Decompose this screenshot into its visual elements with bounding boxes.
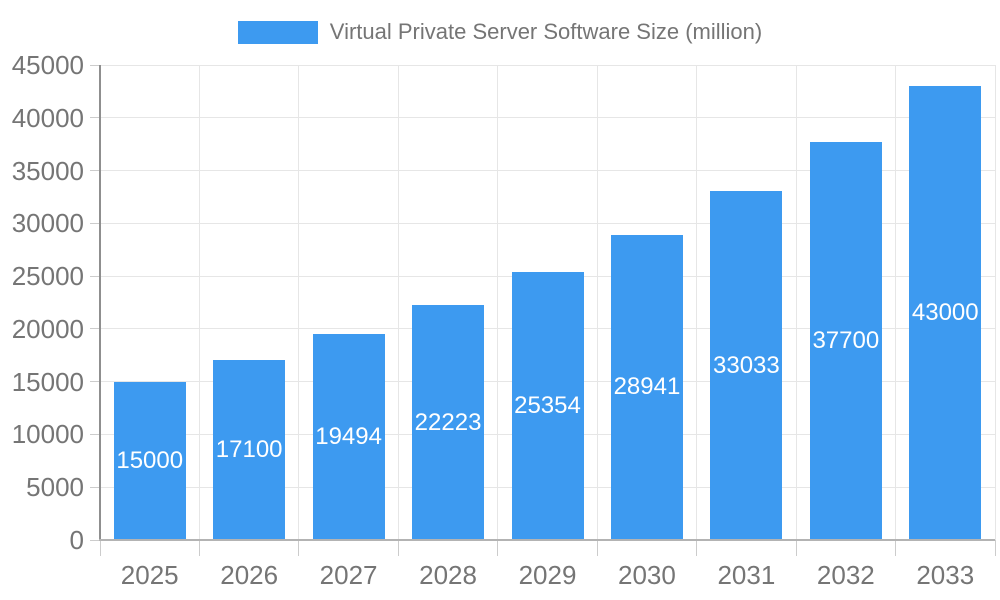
x-axis-tick-mark (198, 540, 200, 556)
x-axis-tick-label: 2033 (916, 560, 975, 590)
x-axis-tick-mark (795, 540, 797, 556)
bar-value-label: 17100 (215, 435, 283, 463)
x-axis-tick-mark (895, 540, 897, 556)
gridline-horizontal (100, 117, 995, 119)
bar-value-label: 15000 (116, 446, 184, 474)
gridline-vertical (397, 65, 399, 540)
bar-value-label: 22223 (414, 408, 482, 436)
y-axis-tick-mark (90, 381, 100, 383)
y-axis-tick-mark (90, 170, 100, 172)
x-axis-tick-label: 2028 (419, 560, 477, 590)
gridline-vertical (596, 65, 598, 540)
y-axis-tick-label: 0 (69, 525, 84, 555)
bar (412, 305, 485, 540)
legend-label: Virtual Private Server Software Size (mi… (329, 19, 763, 44)
bar-value-label: 33033 (713, 351, 780, 379)
bar-value-label: 28941 (613, 373, 681, 401)
gridline-vertical (696, 65, 698, 540)
y-axis-tick-mark (90, 328, 100, 330)
y-axis-tick-label: 20000 (11, 313, 84, 344)
x-axis-tick-label: 2030 (618, 560, 676, 590)
gridline-vertical (198, 65, 200, 540)
y-axis-tick-label: 15000 (11, 366, 84, 397)
gridline-vertical (497, 65, 499, 540)
y-axis-tick-mark (90, 117, 100, 119)
x-axis-tick-label: 2029 (518, 560, 577, 590)
x-axis-tick-mark (497, 540, 499, 556)
y-axis-tick-label: 5000 (26, 472, 84, 503)
bar (909, 86, 982, 540)
bar (113, 381, 186, 540)
y-axis-tick-label: 40000 (11, 102, 84, 133)
y-axis-tick-mark (90, 64, 100, 66)
y-axis-tick-label: 45000 (11, 50, 84, 80)
y-axis-tick-mark (90, 433, 100, 435)
x-axis-tick-mark (397, 540, 399, 556)
bar-value-label: 19494 (315, 423, 382, 451)
legend-swatch (237, 20, 318, 44)
x-axis-tick-label: 2031 (717, 560, 776, 590)
x-axis-tick-mark (696, 540, 698, 556)
x-axis-tick-label: 2025 (120, 560, 179, 590)
y-axis-tick-mark (90, 539, 100, 541)
x-axis-tick-mark (99, 540, 101, 556)
bar-value-label: 43000 (911, 299, 979, 327)
x-axis-tick-mark (596, 540, 598, 556)
y-axis-tick-mark (90, 486, 100, 488)
x-axis-tick-mark (298, 540, 300, 556)
gridline-vertical (895, 65, 897, 540)
gridline-horizontal (100, 64, 995, 66)
y-axis-tick-label: 30000 (11, 208, 84, 239)
gridline-horizontal (100, 222, 995, 224)
bar-value-label: 25354 (514, 392, 581, 420)
x-axis-tick-label: 2032 (816, 560, 875, 590)
bar (710, 191, 783, 540)
y-axis-tick-label: 35000 (11, 155, 84, 186)
gridline-vertical (298, 65, 300, 540)
y-axis-line (99, 65, 101, 541)
legend[interactable]: Virtual Private Server Software Size (mi… (0, 17, 1000, 47)
bar (213, 359, 286, 540)
bar (809, 142, 882, 540)
bar (610, 234, 683, 540)
y-axis-tick-label: 10000 (11, 419, 84, 450)
bar (511, 272, 584, 540)
bar-value-label: 37700 (812, 327, 880, 355)
y-axis-tick-mark (90, 275, 100, 277)
y-axis-tick-mark (90, 222, 100, 224)
x-axis-line (99, 539, 995, 541)
gridline-horizontal (100, 170, 995, 172)
bar (312, 334, 385, 540)
x-axis-tick-mark (994, 540, 996, 556)
y-axis-tick-label: 25000 (11, 261, 84, 292)
gridline-vertical (994, 65, 996, 540)
x-axis-tick-label: 2027 (319, 560, 378, 590)
x-axis-tick-label: 2026 (220, 560, 279, 590)
gridline-vertical (795, 65, 797, 540)
